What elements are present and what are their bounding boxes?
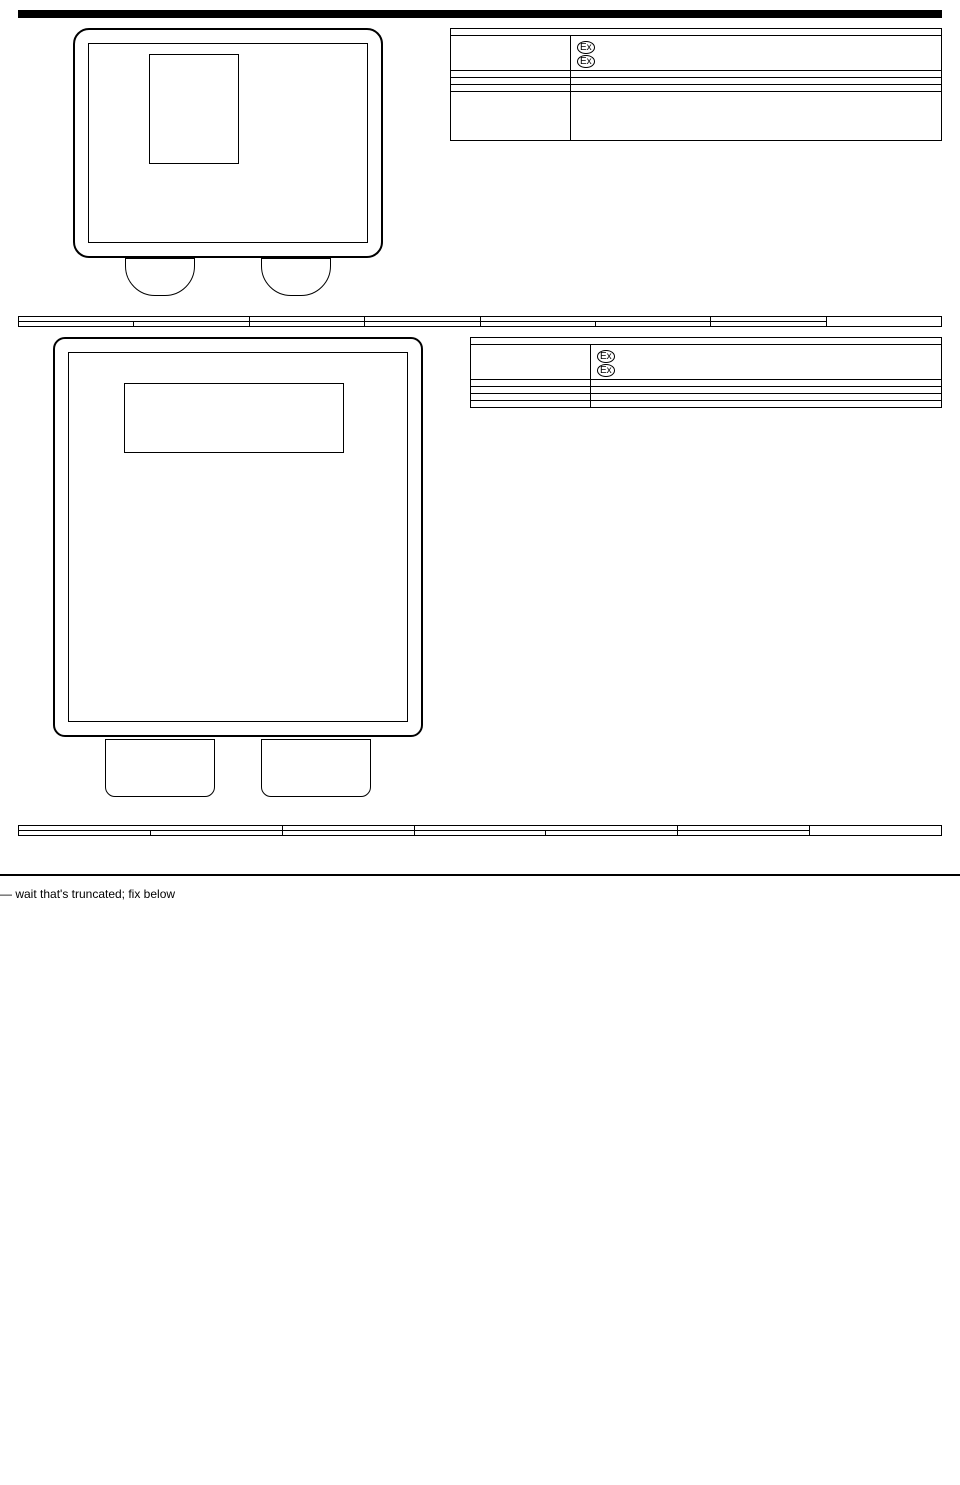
enclosure-drawing-1: [63, 28, 393, 308]
t1-h-c2b: [249, 322, 364, 327]
t2-h-c4b1: [414, 831, 546, 836]
info1-r4v: [571, 85, 942, 92]
enclosure-drawing-2: [38, 337, 438, 817]
t2-h-c3b: [282, 831, 414, 836]
info-table-2: ExEx: [470, 337, 942, 408]
info1-r4l: [451, 85, 571, 92]
t2-h-c1b1: [19, 831, 151, 836]
info2-r2l: [471, 380, 591, 387]
info1-r1v: ExEx: [571, 36, 942, 71]
info2-r5l: [471, 401, 591, 408]
info2-r4l: [471, 394, 591, 401]
info1-r2v: [571, 71, 942, 78]
t1-h-c4b2: [595, 322, 710, 327]
t2-h-c5b: [678, 831, 810, 836]
info1-r2l: [451, 71, 571, 78]
info-table-1: ExEx: [450, 28, 942, 141]
data-table-2: [18, 825, 942, 836]
t1-h-c6: [826, 317, 941, 327]
info2-r1l: [471, 345, 591, 380]
info2-r2v: [591, 380, 942, 387]
info2-r3v: [591, 387, 942, 394]
t2-h-c6: [810, 826, 942, 836]
t1-h-c1b1: [19, 322, 134, 327]
info1-r3v: [571, 78, 942, 85]
info1-r5l: [451, 92, 571, 141]
info2-r4v: [591, 394, 942, 401]
t1-h-c5b: [711, 322, 826, 327]
t1-h-c3b: [365, 322, 480, 327]
info2-title: [471, 338, 942, 345]
info1-r3l: [451, 78, 571, 85]
info2-r3l: [471, 387, 591, 394]
footer-bar: [0, 874, 960, 887]
header-bar: [18, 10, 942, 18]
notes-block: [18, 846, 942, 860]
t2-h-c4b2: [546, 831, 678, 836]
data-table-1: [18, 316, 942, 327]
t1-h-c4b1: [480, 322, 595, 327]
info1-r1l: [451, 36, 571, 71]
t2-h-c1b2: [150, 831, 282, 836]
t1-h-c1b2: [134, 322, 249, 327]
info1-title: [451, 29, 942, 36]
info1-r5v: [571, 92, 942, 141]
info2-r5v: [591, 401, 942, 408]
info2-r1v: ExEx: [591, 345, 942, 380]
